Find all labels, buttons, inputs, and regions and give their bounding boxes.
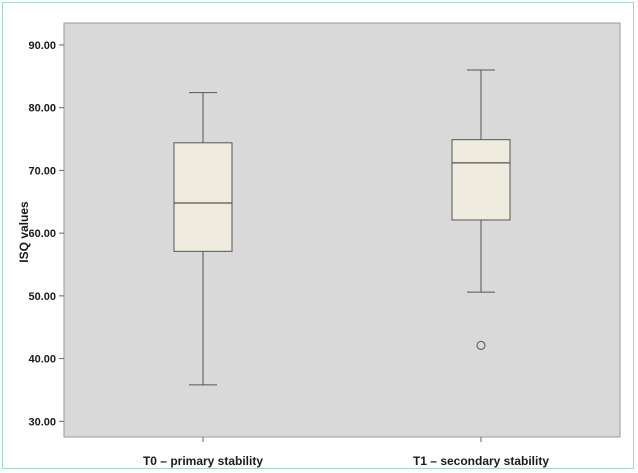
x-category-label: T0 – primary stability (143, 454, 263, 468)
y-tick-label: 40.00 (28, 354, 56, 366)
box-1 (451, 69, 511, 350)
outlier-point (476, 340, 486, 350)
iqr-box (451, 139, 511, 221)
box-0 (173, 92, 233, 386)
y-tick-label: 90.00 (28, 40, 56, 52)
x-category-label: T1 – secondary stability (413, 454, 549, 468)
y-tick-label: 50.00 (28, 291, 56, 303)
x-axis: T0 – primary stability T1 – secondary sta… (143, 437, 549, 468)
y-axis-title: ISQ values (17, 201, 31, 263)
plot-area (63, 22, 621, 438)
y-tick-label: 30.00 (28, 416, 56, 428)
y-tick-label: 70.00 (28, 165, 56, 177)
iqr-box (173, 142, 233, 252)
y-tick-label: 60.00 (28, 228, 56, 240)
y-tick-label: 80.00 (28, 103, 56, 115)
y-axis: 30.00 40.00 50.00 60.00 70.00 80.00 90.00 (28, 40, 64, 428)
boxes-layer (173, 69, 511, 386)
